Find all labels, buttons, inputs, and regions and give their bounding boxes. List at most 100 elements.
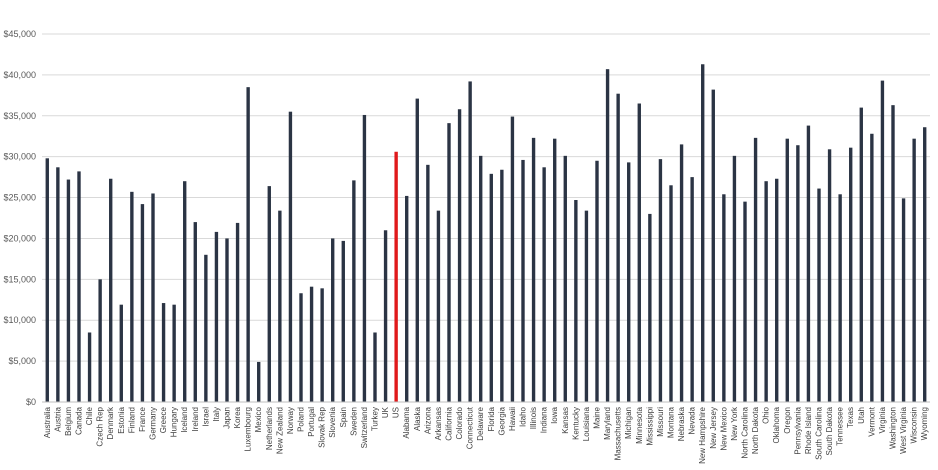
x-category-label: Idaho: [519, 406, 528, 427]
x-category-label: North Carolina: [741, 406, 750, 458]
x-category-label: New Zealand: [275, 407, 284, 454]
x-category-label: Iceland: [180, 407, 189, 433]
bar-ohio: [764, 181, 768, 402]
bar-spain: [341, 240, 345, 402]
bar-oklahoma: [775, 178, 779, 402]
bar-japan: [225, 238, 229, 402]
x-category-label: Oklahoma: [772, 406, 781, 443]
bar-new-zealand: [278, 210, 282, 402]
x-category-label: Mexico: [254, 406, 263, 432]
x-category-label: Pennsylvania: [793, 406, 802, 454]
x-category-label: Netherlands: [265, 407, 274, 450]
bar-delaware: [479, 155, 483, 402]
bar-new-jersey: [711, 89, 715, 403]
x-category-label: Belgium: [64, 407, 73, 436]
bar-arkansas: [436, 210, 441, 402]
x-category-label: Michigan: [624, 407, 633, 439]
x-category-label: Kentucky: [571, 407, 580, 440]
bar-alaska: [415, 98, 419, 402]
x-category-label: Germany: [149, 407, 158, 440]
bar-colorado: [457, 109, 462, 403]
x-category-label: Portugal: [307, 407, 316, 437]
bar-italy: [214, 231, 219, 402]
bar-israel: [204, 254, 208, 402]
x-category-label: Colorado: [455, 406, 464, 439]
x-category-label: California: [445, 406, 454, 440]
bar-washington: [891, 105, 895, 403]
bar-us: [394, 151, 398, 402]
bar-czech-rep: [98, 279, 102, 402]
x-category-label: New Jersey: [709, 407, 718, 449]
bar-belgium: [66, 179, 71, 402]
x-category-label: Oregon: [783, 407, 792, 434]
x-category-label: Hungary: [170, 407, 179, 437]
y-tick-label: $35,000: [3, 111, 36, 121]
bars: [45, 64, 927, 403]
x-category-label: Georgia: [497, 406, 506, 435]
bar-iceland: [183, 181, 187, 402]
x-category-label: Canada: [75, 406, 84, 435]
bar-florida: [489, 173, 493, 402]
bar-rhode-island: [806, 125, 811, 402]
bar-nevada: [690, 177, 694, 402]
bar-idaho: [521, 159, 525, 402]
x-category-label: Utah: [857, 407, 866, 424]
x-category-label: Denmark: [106, 406, 115, 439]
bar-illinois: [531, 137, 536, 403]
bar-austria: [56, 167, 60, 402]
bar-california: [447, 123, 451, 402]
bar-canada: [77, 171, 81, 402]
x-category-label: Estonia: [117, 406, 126, 433]
x-category-label: US: [392, 407, 401, 418]
gridlines: [42, 33, 930, 362]
x-axis-category-labels: Australia Austria Belgium Canada Chile Czech …: [43, 406, 929, 464]
x-category-label: Vermont: [867, 406, 876, 437]
y-tick-label: $0: [26, 397, 36, 407]
x-category-label: Chile: [85, 406, 94, 425]
y-tick-label: $40,000: [3, 70, 36, 80]
y-tick-label: $10,000: [3, 315, 36, 325]
bar-nebraska: [679, 144, 684, 402]
bar-estonia: [119, 304, 123, 402]
bar-minnesota: [637, 103, 641, 402]
y-tick-label: $45,000: [3, 29, 36, 39]
x-category-label: Kansas: [561, 407, 570, 434]
x-category-label: Australia: [43, 406, 52, 438]
x-category-label: Spain: [339, 407, 348, 427]
bar-mississippi: [648, 213, 652, 402]
x-category-label: Korea: [233, 406, 242, 428]
x-category-label: Alabama: [402, 406, 411, 438]
bar-kansas: [563, 155, 567, 402]
bar-montana: [669, 185, 673, 402]
x-category-label: Arizona: [423, 406, 432, 434]
x-category-label: Indiana: [540, 406, 549, 433]
x-category-label: Italy: [212, 407, 221, 422]
bar-switzerland: [362, 114, 367, 403]
x-category-label: Poland: [297, 407, 306, 432]
bar-netherlands: [267, 186, 271, 402]
x-category-label: Massachusetts: [614, 407, 623, 460]
y-tick-label: $15,000: [3, 274, 36, 284]
bar-germany: [151, 193, 155, 402]
x-category-label: Norway: [286, 407, 295, 434]
x-category-label: North Dakota: [751, 406, 760, 454]
x-category-label: Montana: [667, 406, 676, 438]
bar-virginia: [880, 80, 885, 403]
x-category-label: Mississippi: [645, 407, 654, 446]
y-axis-tick-labels: $0 $5,000 $10,000 $15,000 $20,000 $25,000 $30,…: [3, 29, 36, 407]
x-category-label: Washington: [889, 407, 898, 449]
bar-south-dakota: [827, 149, 832, 402]
bar-new-hampshire: [701, 64, 705, 402]
bar-louisiana: [584, 210, 589, 402]
y-tick-label: $5,000: [8, 356, 36, 366]
x-category-label: West Virginia: [899, 406, 908, 453]
x-category-label: Switzerland: [360, 407, 369, 448]
x-category-label: Ohio: [762, 406, 771, 423]
x-category-label: Czech Rep: [96, 406, 105, 446]
x-category-label: Maryland: [603, 407, 612, 440]
x-category-label: Alaska: [413, 406, 422, 431]
bar-greece: [161, 303, 166, 402]
bar-georgia: [500, 169, 504, 402]
bar-connecticut: [468, 81, 472, 403]
